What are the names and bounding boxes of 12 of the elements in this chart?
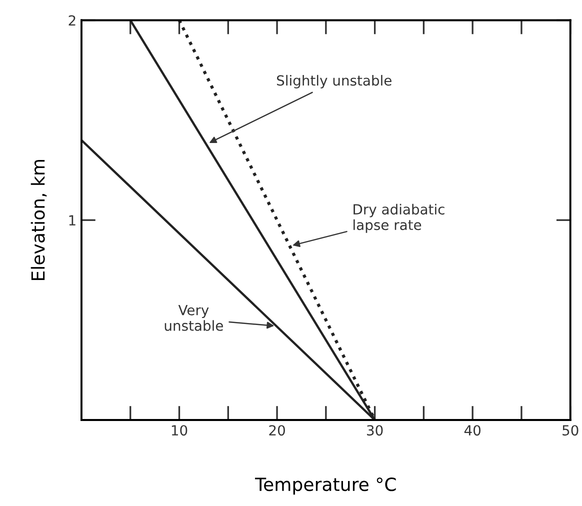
x-tick-label: 50 [562, 425, 578, 436]
x-tick-label: 30 [367, 425, 383, 436]
x-tick-label: 10 [172, 425, 188, 436]
annotation: Slightly unstable [276, 74, 392, 88]
x-axis-title: Temperature °C [255, 477, 396, 495]
annotation: Dry adiabatic lapse rate [354, 204, 444, 233]
y-axis-title: Elevation, km [30, 160, 47, 280]
y-tick-label: 1 [69, 215, 76, 226]
y-tick-label: 2 [68, 15, 76, 26]
x-tick-label: 20 [269, 425, 285, 436]
x-tick-label: 40 [464, 425, 480, 436]
annotation: Very unstable [164, 305, 223, 331]
